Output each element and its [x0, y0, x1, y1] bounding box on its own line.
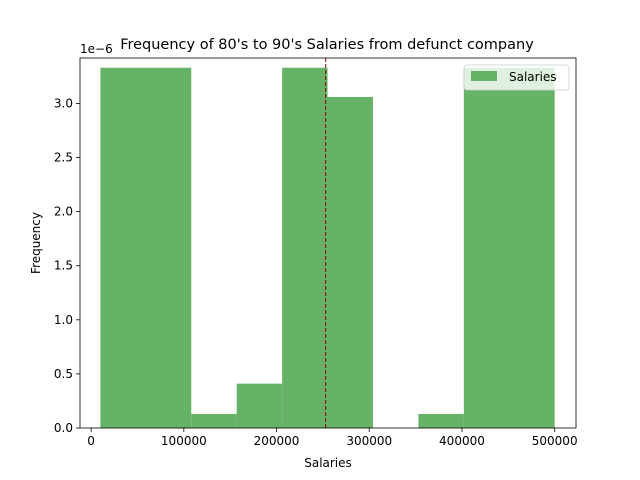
- plot-frame: [79, 57, 577, 429]
- histogram-bar: [282, 67, 328, 428]
- histogram-bar: [236, 383, 283, 428]
- y-tick-label: 1.0: [54, 313, 73, 327]
- x-tick-label: 300000: [346, 434, 392, 448]
- x-tick-label: 0: [87, 434, 95, 448]
- y-scale-label: 1e−6: [80, 42, 113, 56]
- bars-group: [100, 67, 555, 429]
- histogram-bar: [100, 67, 192, 428]
- legend-swatch: [471, 71, 497, 81]
- y-tick-label: 2.0: [54, 205, 73, 219]
- x-tick-label: 200000: [254, 434, 300, 448]
- x-ticks: 0 100000 200000 300000 400000 500000: [87, 428, 578, 448]
- y-tick-label: 2.5: [54, 151, 73, 165]
- y-tick-label: 0.0: [54, 421, 73, 435]
- histogram-bar: [327, 96, 373, 429]
- histogram-bar: [418, 413, 464, 428]
- y-ticks: 0.0 0.5 1.0 1.5 2.0 2.5 3.0: [54, 96, 80, 435]
- x-tick-label: 100000: [161, 434, 207, 448]
- chart-title: Frequency of 80's to 90's Salaries from …: [120, 37, 534, 53]
- legend-label: Salaries: [509, 70, 557, 84]
- histogram-bar: [191, 413, 237, 428]
- x-axis-label: Salaries: [304, 456, 352, 470]
- y-tick-label: 0.5: [54, 367, 73, 381]
- legend: Salaries: [463, 64, 570, 91]
- histogram-bar: [463, 67, 555, 428]
- x-tick-label: 400000: [439, 434, 485, 448]
- y-tick-label: 3.0: [54, 96, 73, 110]
- y-tick-label: 1.5: [54, 259, 73, 273]
- x-tick-label: 500000: [532, 434, 578, 448]
- y-axis-label: Frequency: [29, 212, 43, 274]
